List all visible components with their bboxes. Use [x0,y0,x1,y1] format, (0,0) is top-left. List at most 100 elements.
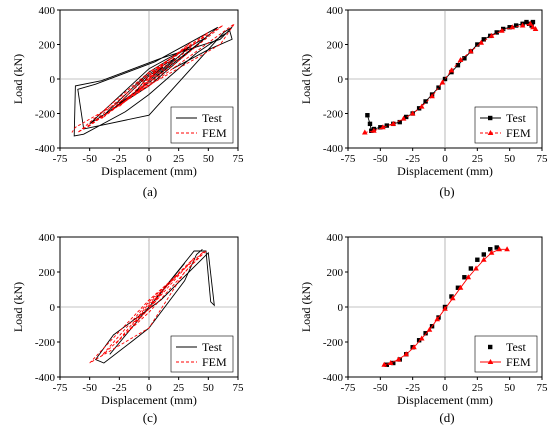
chart-panel-a: -75 -50 -25 0 25 50 75 -400 -200 0 200 400 Displacem… [11,5,244,199]
panel-label: (a) [143,184,157,199]
legend-item-test: Test [176,340,222,354]
legend-swatch-marker [487,130,494,135]
data-point [496,246,503,252]
x-tick-label: 50 [203,382,215,394]
data-point [434,316,441,322]
y-tick-label: 200 [327,267,344,279]
legend-swatch-marker [488,115,493,121]
data-point [519,22,526,28]
y-tick-label: 0 [50,302,56,314]
x-tick-label: 25 [173,153,185,165]
data-point [365,113,370,118]
data-point [371,127,377,133]
data-point [468,266,474,271]
legend-box [474,335,538,373]
data-point [423,99,428,104]
data-point [418,335,425,341]
data-point [530,19,536,25]
legend-label: FEM [202,355,227,369]
legend-item-test: Test [488,340,526,354]
legend-item-fem: FEM [176,126,227,140]
x-tick-label: 0 [442,382,448,394]
legend-label: Test [202,111,222,125]
x-tick-label: 75 [233,153,245,165]
y-tick-label: 200 [327,40,344,52]
x-tick-label: 50 [504,382,516,394]
data-point [400,115,407,121]
x-tick-label: -25 [405,153,420,165]
data-point [429,93,435,99]
x-tick-label: -75 [341,382,356,394]
data-point [475,257,480,262]
series-test [73,26,233,137]
data-point [436,85,441,90]
y-axis-label: Load (kN) [299,282,313,332]
y-axis-label: Load (kN) [299,54,313,104]
x-tick-label: 75 [233,382,245,394]
y-axis-label: Load (kN) [11,54,25,104]
x-axis-label: Displacement (mm) [101,393,197,407]
data-point [473,265,479,271]
y-tick-label: 0 [338,302,344,314]
x-tick-label: 25 [173,382,185,394]
legend-item-test: Test [480,111,526,125]
x-tick-label: -50 [373,382,388,394]
data-point [527,20,534,26]
data-point [494,30,499,35]
y-tick-label: -400 [35,143,56,155]
data-point [442,305,448,311]
x-tick-label: -25 [112,382,127,394]
x-tick-label: -75 [53,153,68,165]
data-point [387,360,394,365]
legend-item-fem: FEM [480,126,531,140]
legend-box [474,106,538,144]
series-line-fem [89,250,207,364]
x-tick-label: 0 [146,153,152,165]
data-point [449,295,456,301]
x-tick-label: 25 [472,153,484,165]
x-tick-label: -75 [53,382,68,394]
x-tick-label: 0 [146,382,152,394]
data-point [488,32,495,38]
data-point [504,246,510,252]
y-tick-label: -200 [35,337,56,349]
legend-label: Test [202,340,222,354]
data-point [488,249,495,255]
x-tick-label: 0 [442,153,448,165]
data-point [403,351,409,357]
legend-label: FEM [506,126,531,140]
series-line-fem [364,23,536,133]
data-point [481,252,486,257]
data-point [442,76,448,82]
y-tick-label: -200 [35,109,56,121]
series-fem [89,250,207,364]
legend-label: FEM [506,355,531,369]
data-point [449,294,454,299]
data-point [409,110,416,116]
data-point [481,256,487,262]
data-point [411,344,417,350]
legend-swatch-marker [488,344,493,350]
chart-panel-c: -75 -50 -25 0 25 50 75 -400 -200 0 200 400 Displacem… [11,232,244,425]
x-axis-label: Displacement (mm) [397,164,493,178]
legend-swatch-marker [487,359,494,364]
data-point [494,245,499,250]
x-tick-label: -25 [405,382,420,394]
data-point [475,42,480,47]
y-tick-label: -200 [323,337,344,349]
series-line-fem [71,23,235,133]
data-point [367,121,373,127]
y-tick-label: -400 [35,372,56,384]
x-axis-label: Displacement (mm) [397,393,493,407]
data-point [426,326,433,332]
y-tick-label: 400 [39,232,56,244]
data-point [501,26,506,32]
legend-label: Test [506,340,526,354]
y-tick-label: 400 [39,5,56,17]
x-tick-label: -50 [82,382,97,394]
